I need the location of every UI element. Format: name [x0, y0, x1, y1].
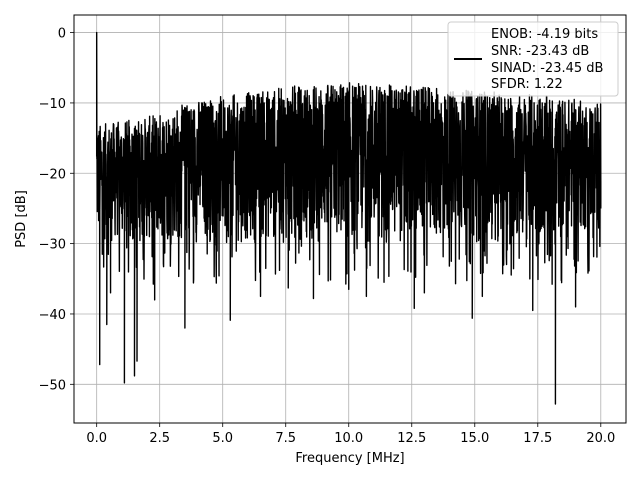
axes-frame [73, 14, 627, 424]
y-axis-title: PSD [dB] [14, 190, 29, 248]
x-tick-label: 5.0 [212, 431, 233, 446]
x-tick-label: 15.0 [460, 431, 489, 446]
psd-series-line [95, 31, 602, 405]
x-tick-label: 2.5 [149, 431, 170, 446]
legend: ENOB: -4.19 bits SNR: -23.43 dB SINAD: -… [447, 21, 619, 97]
x-axis-title: Frequency [MHz] [295, 451, 404, 466]
y-tick-label: −40 [39, 308, 66, 323]
x-tick-label: 0.0 [86, 431, 107, 446]
legend-entry-line-3: SINAD: -23.45 dB [491, 61, 603, 76]
legend-entry-line-2: SNR: -23.43 dB [491, 44, 589, 59]
x-tick-label: 17.5 [523, 431, 552, 446]
legend-entry-line-4: SFDR: 1.22 [491, 77, 563, 92]
y-tick-label: 0 [58, 27, 66, 42]
x-tick-label: 7.5 [275, 431, 296, 446]
x-axis-ticks: 0.0 2.5 5.0 7.5 10.0 12.5 15.0 17.5 20.0 [86, 423, 615, 446]
x-tick-label: 20.0 [586, 431, 615, 446]
y-tick-label: −10 [39, 97, 66, 112]
y-axis-ticks: 0 −10 −20 −30 −40 −50 [39, 27, 74, 393]
y-tick-label: −50 [39, 378, 66, 393]
y-tick-label: −30 [39, 238, 66, 253]
y-tick-label: −20 [39, 167, 66, 182]
legend-entry-line-1: ENOB: -4.19 bits [491, 27, 598, 42]
x-tick-label: 10.0 [334, 431, 363, 446]
legend-box [447, 21, 619, 97]
plot-area [95, 31, 602, 405]
x-tick-label: 12.5 [397, 431, 426, 446]
